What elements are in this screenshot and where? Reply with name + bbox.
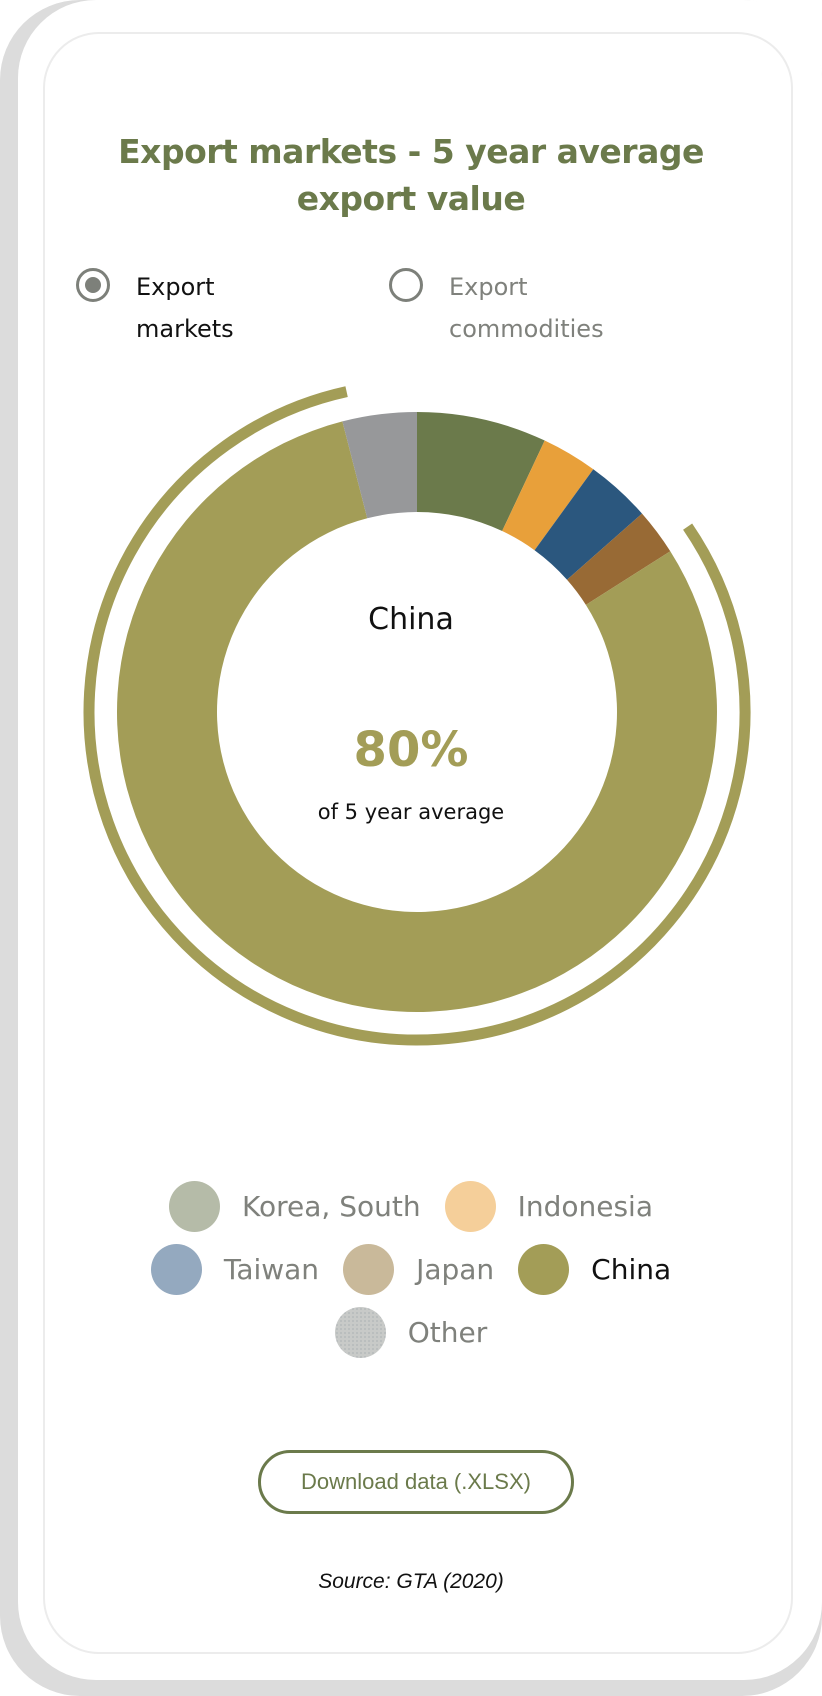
donut-slice-china[interactable] [117, 421, 718, 1012]
legend-item-other[interactable]: Other [334, 1307, 488, 1358]
legend-label: China [591, 1253, 672, 1286]
legend-swatch [444, 1181, 496, 1232]
legend-item-indonesia[interactable]: Indonesia [444, 1181, 653, 1232]
title-line-1: Export markets - 5 year average [118, 132, 704, 171]
legend-label: Japan [416, 1253, 495, 1286]
radio-label: Export [136, 273, 215, 301]
donut-slice-taiwan[interactable] [534, 469, 643, 580]
radio-export-commodities[interactable]: Export commodities [389, 266, 649, 350]
legend-swatch [169, 1181, 221, 1232]
donut-slice-japan[interactable] [567, 513, 671, 605]
legend-row: Korea, South Indonesia [0, 1175, 822, 1238]
selected-market-percent: 80% [353, 722, 469, 778]
radio-unselected-icon[interactable] [389, 268, 423, 302]
legend-item-taiwan[interactable]: Taiwan [150, 1244, 320, 1295]
legend-item-japan[interactable]: Japan [343, 1244, 494, 1295]
selected-market-name: China [368, 602, 454, 637]
radio-export-markets[interactable]: Export markets [76, 266, 336, 350]
selected-slice-highlight-arc [83, 386, 751, 1046]
donut-slice-other[interactable] [342, 412, 417, 519]
legend-label: Indonesia [517, 1190, 653, 1223]
chart-title: Export markets - 5 year average export v… [0, 128, 822, 222]
radio-label: markets [136, 315, 234, 343]
donut-chart [83, 386, 751, 1046]
donut-slice-korea-south[interactable] [417, 412, 545, 532]
legend-row: Taiwan Japan China [0, 1238, 822, 1301]
legend-item-korea-south[interactable]: Korea, South [169, 1181, 421, 1232]
legend-swatch [150, 1244, 202, 1295]
chart-legend: Korea, South Indonesia Taiwan Japan China Oth… [0, 1175, 822, 1364]
legend-row: Other [0, 1301, 822, 1364]
legend-item-china[interactable]: China [518, 1244, 671, 1295]
legend-swatch [518, 1244, 570, 1295]
selected-market-caption: of 5 year average [317, 800, 505, 824]
radio-selected-icon[interactable] [76, 268, 110, 302]
radio-label: Export [449, 273, 528, 301]
legend-swatch [334, 1307, 386, 1358]
source-note: Source: GTA (2020) [318, 1570, 504, 1593]
donut-slice-indonesia[interactable] [502, 440, 594, 551]
legend-label: Other [407, 1316, 488, 1349]
radio-label: commodities [449, 315, 604, 343]
legend-label: Taiwan [223, 1253, 320, 1286]
download-data-button[interactable]: Download data (.XLSX) [258, 1450, 574, 1514]
legend-swatch [343, 1244, 395, 1295]
legend-label: Korea, South [242, 1190, 421, 1223]
title-line-2: export value [296, 179, 526, 218]
